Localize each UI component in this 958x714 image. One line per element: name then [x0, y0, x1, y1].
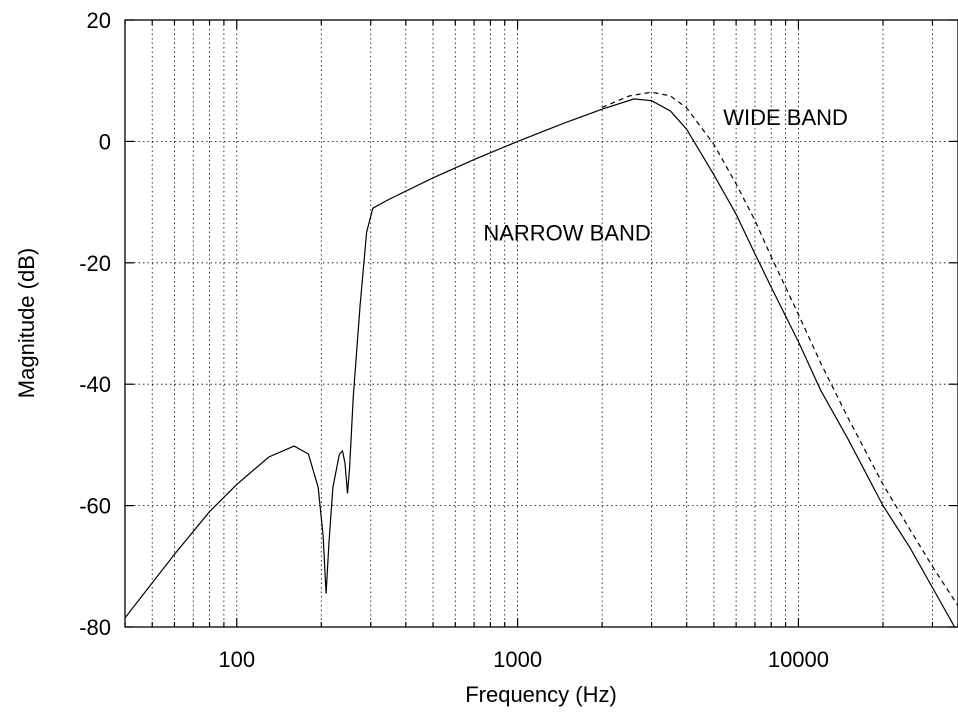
y-tick-label: -40 [79, 372, 111, 397]
y-tick-label: -60 [79, 494, 111, 519]
plot-frame [124, 19, 958, 628]
x-axis-title: Frequency (Hz) [465, 682, 617, 707]
grid-lines [124, 20, 958, 627]
y-axis-title: Magnitude (dB) [14, 248, 39, 398]
series-group [125, 91, 958, 627]
x-tick-label: 100 [218, 647, 255, 672]
x-tick-label: 10000 [768, 647, 829, 672]
y-tick-label: -80 [79, 615, 111, 640]
annotations: WIDE BAND NARROW BAND [483, 105, 848, 245]
y-tick-label: -20 [79, 251, 111, 276]
axis-ticks [124, 19, 958, 628]
annotation-label: NARROW BAND [483, 220, 650, 245]
x-tick-label: 1000 [493, 647, 542, 672]
x-tick-labels: 100 1000 10000 [218, 647, 829, 672]
y-tick-label: 20 [87, 8, 111, 33]
series-line-narrow [125, 98, 956, 627]
y-tick-labels: 20 0 -20 -40 -60 -80 [79, 8, 111, 640]
annotation-label: WIDE BAND [723, 105, 848, 130]
series-line-wide [601, 91, 958, 607]
y-tick-label: 0 [99, 129, 111, 154]
